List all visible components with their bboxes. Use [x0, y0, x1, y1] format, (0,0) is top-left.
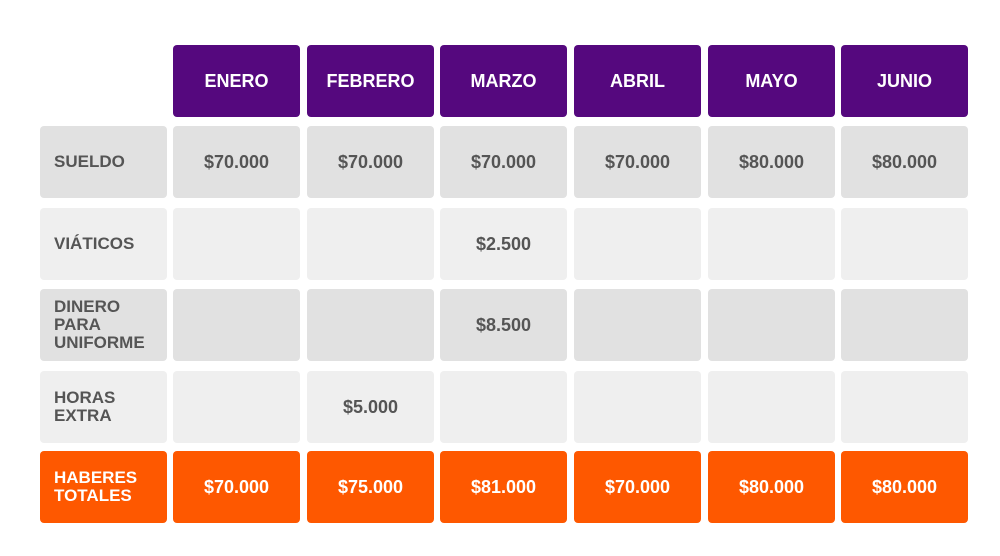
row-cell	[440, 371, 567, 443]
month-label: ABRIL	[610, 70, 665, 91]
row-cell	[173, 371, 300, 443]
amount: $70.000	[203, 476, 270, 497]
total-cell: $81.000	[440, 451, 567, 523]
amount: $81.000	[470, 476, 537, 497]
row-cell	[708, 289, 835, 361]
row-label-line: UNIFORME	[54, 333, 145, 352]
row-cell	[307, 289, 434, 361]
month-header: FEBRERO	[307, 45, 434, 117]
row-cell	[173, 289, 300, 361]
amount: $70.000	[337, 151, 404, 172]
month-label: MAYO	[745, 70, 798, 91]
amount: $70.000	[604, 476, 671, 497]
month-label: ENERO	[204, 70, 269, 91]
row-cell	[173, 208, 300, 280]
total-cell: $70.000	[574, 451, 701, 523]
row-cell	[841, 289, 968, 361]
row-cell: $70.000	[574, 126, 701, 198]
row-label-cell: HORAS EXTRA	[40, 371, 167, 443]
row-label-line: PARA	[54, 315, 101, 334]
month-label: FEBRERO	[326, 70, 415, 91]
amount: $5.000	[342, 396, 399, 417]
amount: $2.500	[475, 233, 532, 254]
row-label-line: DINERO	[54, 297, 121, 316]
total-cell: $75.000	[307, 451, 434, 523]
row-label-line: HORAS	[54, 388, 116, 407]
row-cell	[307, 208, 434, 280]
row-cell: $2.500	[440, 208, 567, 280]
row-label-cell: DINERO PARA UNIFORME	[40, 289, 167, 361]
total-cell: $70.000	[173, 451, 300, 523]
month-header: MARZO	[440, 45, 567, 117]
amount: $80.000	[871, 151, 938, 172]
row-cell: $5.000	[307, 371, 434, 443]
row-cell	[574, 208, 701, 280]
total-cell: $80.000	[708, 451, 835, 523]
amount: $80.000	[738, 151, 805, 172]
month-label: MARZO	[470, 70, 537, 91]
row-cell	[574, 371, 701, 443]
row-label-line: EXTRA	[54, 406, 112, 425]
row-label-line: TOTALES	[54, 486, 132, 505]
row-cell: $70.000	[307, 126, 434, 198]
total-label-cell: HABERES TOTALES	[40, 451, 167, 523]
row-cell: $80.000	[708, 126, 835, 198]
row-label-cell: VIÁTICOS	[40, 208, 167, 280]
row-label-cell: SUELDO	[40, 126, 167, 198]
month-header: ABRIL	[574, 45, 701, 117]
row-cell: $70.000	[440, 126, 567, 198]
row-label-line: HABERES	[54, 468, 138, 487]
month-header: MAYO	[708, 45, 835, 117]
amount: $80.000	[738, 476, 805, 497]
month-header: ENERO	[173, 45, 300, 117]
row-cell: $8.500	[440, 289, 567, 361]
amount: $70.000	[604, 151, 671, 172]
row-cell	[841, 208, 968, 280]
month-label: JUNIO	[876, 70, 932, 91]
row-cell	[574, 289, 701, 361]
amount: $8.500	[475, 314, 532, 335]
total-cell: $80.000	[841, 451, 968, 523]
amount: $75.000	[337, 476, 404, 497]
month-header: JUNIO	[841, 45, 968, 117]
amount: $70.000	[203, 151, 270, 172]
amount: $80.000	[871, 476, 938, 497]
row-cell	[708, 371, 835, 443]
row-cell: $80.000	[841, 126, 968, 198]
row-label-line: SUELDO	[54, 152, 125, 171]
row-cell: $70.000	[173, 126, 300, 198]
amount: $70.000	[470, 151, 537, 172]
row-label-line: VIÁTICOS	[54, 234, 135, 253]
row-cell	[841, 371, 968, 443]
row-cell	[708, 208, 835, 280]
